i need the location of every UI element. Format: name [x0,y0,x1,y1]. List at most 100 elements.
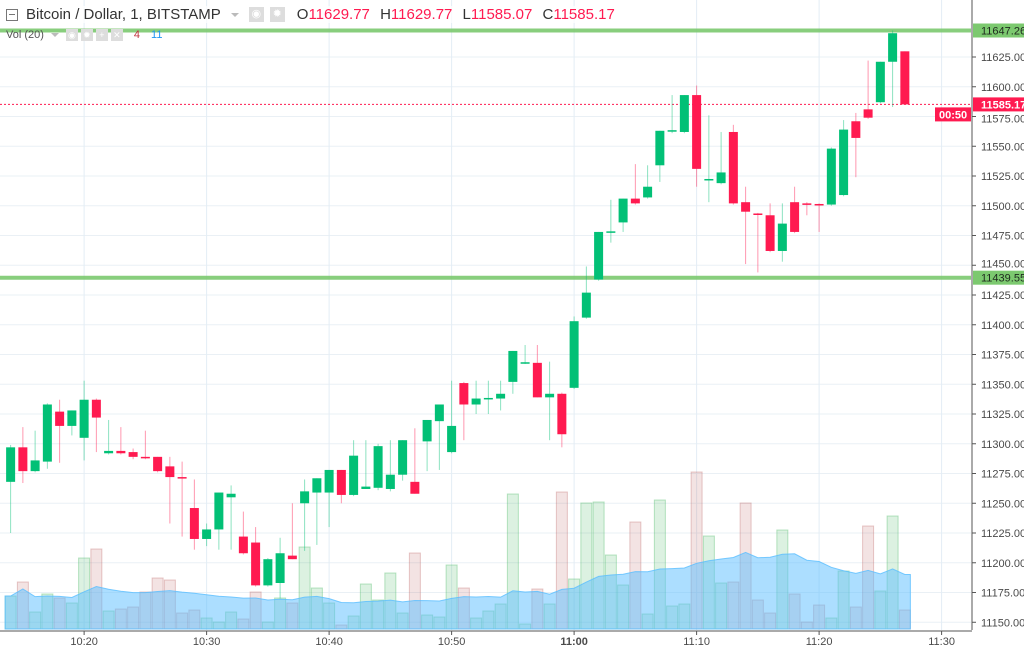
collapse-icon[interactable] [6,8,18,21]
close-icon[interactable]: ✕ [110,29,123,41]
close-label: C [542,6,554,23]
last-price-label: 11585.17 [981,99,1024,111]
candle-body [532,362,542,398]
price-axis-label: 11625.00 [981,52,1024,64]
candle-body [287,555,297,560]
candle-body [508,350,518,382]
price-axis-label: 11475.00 [981,231,1024,243]
candle-body [643,186,653,198]
open-label: O [296,6,309,23]
candle-body [581,292,591,318]
candle-body [716,172,726,184]
candle-body [226,493,236,498]
low-label: L [462,6,471,23]
gear-icon[interactable]: ✹ [269,7,285,22]
eye-icon[interactable]: ◉ [248,7,264,22]
candle-body [67,410,77,426]
plus-icon[interactable]: + [95,29,108,41]
candle-body [520,362,530,364]
gear-icon[interactable]: ✹ [80,29,93,41]
candle-body [398,440,408,475]
candle-body [153,456,163,472]
time-axis-label: 11:10 [683,636,710,647]
candle-body [300,491,310,504]
candle-body [839,129,849,196]
time-axis-label: 11:30 [928,636,955,647]
candle-body [189,508,199,539]
candle-body [18,447,28,472]
candle-body [202,529,212,539]
candle-body [704,178,714,181]
dropdown-caret-icon[interactable] [230,12,239,17]
level-price-label: 11439.55 [981,273,1024,285]
price-axis-label: 11550.00 [981,141,1024,153]
price-axis-label: 11600.00 [981,82,1024,94]
candle-body [888,33,898,62]
candle-body [802,203,812,205]
candle-body [557,393,567,435]
candle-body [790,202,800,232]
open-value: 11629.77 [308,6,370,23]
candle-body [349,455,359,495]
price-axis-label: 11200.00 [981,558,1024,570]
eye-icon[interactable]: ◉ [65,29,78,41]
candle-body [863,109,873,118]
price-axis-label: 11150.00 [981,617,1024,629]
price-axis-label: 11300.00 [981,439,1024,451]
candle-body [30,460,40,472]
candle-body [594,231,604,280]
candle-body [55,411,65,426]
candle-body [765,215,775,251]
dropdown-caret-icon[interactable] [50,33,59,37]
candle-body [42,404,52,462]
candle-body [385,474,395,489]
candle-body [471,398,481,405]
price-axis-label: 11225.00 [981,528,1024,540]
countdown-label: 00:50 [939,109,967,121]
volume-ma-value: 11 [151,29,163,41]
candle-body [741,202,751,212]
symbol-legend: Bitcoin / Dollar, 1, BITSTAMP ◉ ✹ O11629… [6,6,615,23]
candle-body [128,452,138,457]
candle-body [618,198,628,223]
price-axis-label: 11425.00 [981,290,1024,302]
price-axis-label: 11575.00 [981,113,1024,125]
candle-body [361,486,371,489]
candle-body [826,148,836,205]
volume-ma-area [4,551,911,630]
candle-body [545,393,555,398]
candle-body [263,559,273,586]
volume-title[interactable]: Vol (20) [6,29,44,41]
price-axis-label: 11175.00 [981,588,1024,600]
candle-body [214,492,224,530]
candle-body [116,450,126,454]
candle-body [753,213,763,215]
ohlc-values: O11629.77 H11629.77 L11585.07 C11585.17 [291,6,615,23]
last-price-badge [973,97,1024,112]
time-axis-label: 10:50 [438,636,466,647]
candle-body [422,419,432,442]
candle-body [851,121,861,138]
low-value: 11585.07 [470,6,533,23]
price-axis-label: 11450.00 [981,259,1024,271]
candle-body [900,51,910,105]
time-axis-label: 11:00 [560,636,588,647]
time-axis-label: 10:20 [70,636,98,647]
candle-body [336,469,346,495]
level-price-badge [973,270,1024,285]
price-axis-label: 11350.00 [981,379,1024,391]
candle-body [324,469,334,493]
symbol-title[interactable]: Bitcoin / Dollar, 1, BITSTAMP [26,6,221,23]
volume-current-value: 4 [133,29,141,41]
price-axis-label: 11375.00 [981,350,1024,362]
candle-body [434,404,444,422]
time-axis-label: 10:40 [315,636,343,647]
candle-body [630,198,640,204]
candle-body [606,231,616,233]
candle-body [165,466,175,478]
candle-body [373,446,383,488]
candle-body [104,450,114,454]
time-axis-label: 10:30 [193,636,221,647]
candle-body [312,478,322,493]
